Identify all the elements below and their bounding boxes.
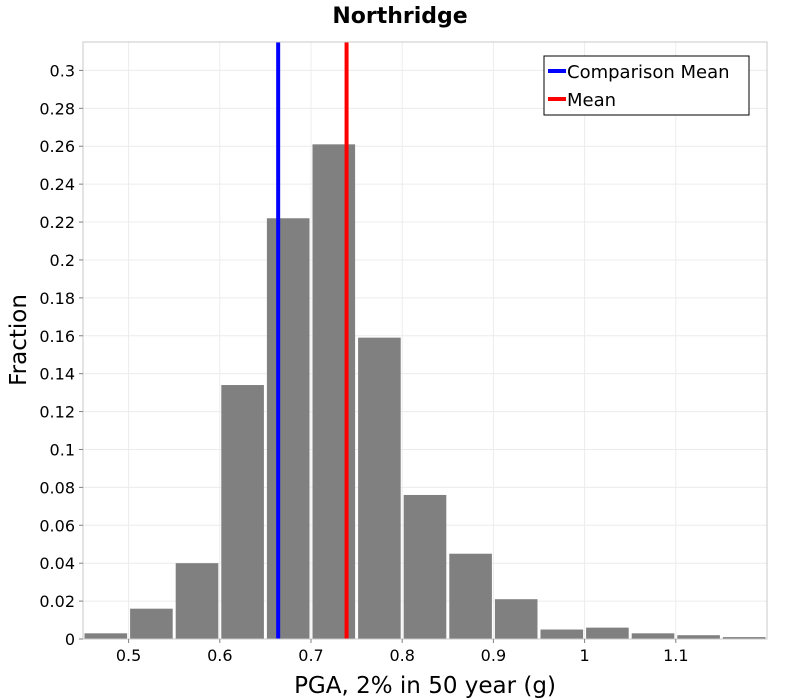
y-tick-label: 0.14 xyxy=(39,365,75,384)
x-tick-label: 1 xyxy=(580,646,590,665)
plot-border xyxy=(82,41,768,640)
y-axis-label: Fraction xyxy=(6,294,32,386)
y-tick-label: 0.1 xyxy=(50,440,75,459)
histogram-bar-12 xyxy=(631,633,675,639)
y-tick-label: 0.12 xyxy=(39,403,75,422)
histogram-bar-0 xyxy=(84,633,128,639)
y-tick-label: 0.3 xyxy=(50,61,75,80)
chart-title: Northridge xyxy=(332,4,467,29)
histogram-bar-11 xyxy=(586,627,629,639)
x-axis-ticks: 0.5 0.6 0.7 0.8 0.9 1 1.1 xyxy=(116,639,689,665)
histogram-bar-7 xyxy=(403,494,447,639)
histogram-bar-13 xyxy=(677,635,720,639)
y-tick-label: 0 xyxy=(65,630,75,649)
y-axis-ticks: 0 0.02 0.04 0.06 0.08 0.1 0.12 0.14 0.16 0.18 0.2 0… xyxy=(39,61,83,649)
y-tick-label: 0.02 xyxy=(39,592,75,611)
y-tick-label: 0.06 xyxy=(39,516,75,535)
x-tick-label: 0.7 xyxy=(298,646,323,665)
legend-box xyxy=(543,55,750,116)
x-tick-label: 0.8 xyxy=(389,646,414,665)
legend-label-mean: Mean xyxy=(567,90,616,111)
histogram-bar-5 xyxy=(312,144,356,640)
x-tick-label: 0.9 xyxy=(481,646,506,665)
y-tick-label: 0.04 xyxy=(39,554,75,573)
histogram-bar-3 xyxy=(221,385,264,639)
x-tick-label: 0.5 xyxy=(116,646,141,665)
x-axis-label: PGA, 2% in 50 year (g) xyxy=(294,673,556,699)
histogram-bar-2 xyxy=(175,563,219,639)
histogram-bar-6 xyxy=(358,337,401,639)
y-tick-label: 0.18 xyxy=(39,289,75,308)
y-tick-label: 0.24 xyxy=(39,175,75,194)
y-tick-label: 0.2 xyxy=(50,251,75,270)
y-tick-label: 0.16 xyxy=(39,327,75,346)
y-tick-label: 0.26 xyxy=(39,137,75,156)
histogram-bar-4 xyxy=(266,218,310,639)
histogram-bar-14 xyxy=(722,637,766,639)
mean-lines xyxy=(276,42,349,639)
x-tick-label: 1.1 xyxy=(663,646,688,665)
legend-label-comparison-mean: Comparison Mean xyxy=(567,62,730,83)
y-tick-label: 0.08 xyxy=(39,478,75,497)
histogram-bar-9 xyxy=(494,599,538,639)
legend: Comparison Mean Mean xyxy=(543,55,750,116)
y-tick-label: 0.22 xyxy=(39,213,75,232)
histogram-bar-1 xyxy=(130,608,173,639)
histogram-bar-10 xyxy=(540,629,584,639)
y-tick-label: 0.28 xyxy=(39,99,75,118)
x-tick-label: 0.6 xyxy=(207,646,232,665)
histogram-bar-8 xyxy=(449,553,492,639)
